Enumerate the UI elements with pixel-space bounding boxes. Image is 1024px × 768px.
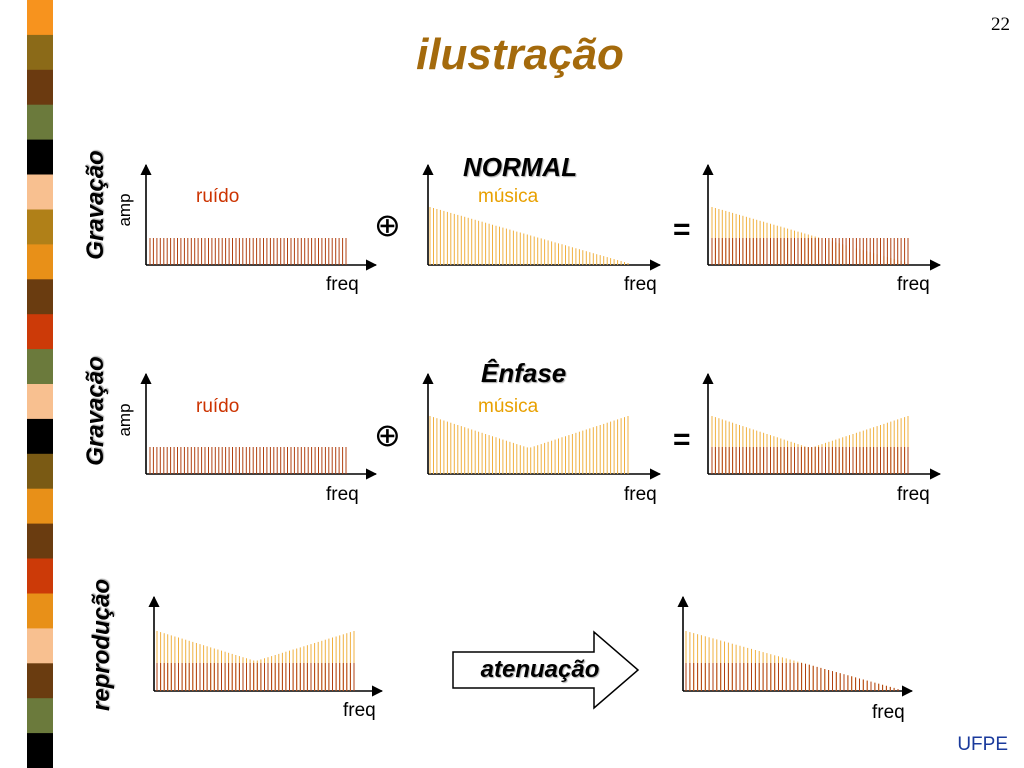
row3-freq-label-output: freq [872,702,905,723]
strip-block [27,558,53,594]
strip-block [27,733,53,768]
row2-freq-label-music: freq [624,484,657,505]
row1-freq-label-noise: freq [326,274,359,295]
strip-block [27,593,53,629]
strip-block [27,69,53,106]
row2-heading: Ênfase [481,358,567,388]
strip-block [27,523,53,559]
row1-noise-label: ruído [196,186,240,207]
row2-noise-label: ruído [196,396,240,417]
row1-music-label: música [478,186,539,207]
strip-block [27,104,53,141]
strip-block [27,453,53,490]
strip-block [27,698,53,734]
page-number: 22 [991,14,1010,35]
strip-block [27,384,53,420]
strip-block [27,418,53,455]
strip-block [27,279,53,315]
strip-block [27,314,53,350]
row2-music-label: música [478,396,539,417]
row1-side-label: Gravação [82,150,109,260]
strip-block [27,488,53,525]
row1-amp-label: amp [115,193,134,227]
row2-oplus-operator: ⊕ [374,417,401,453]
strip-block [27,34,53,71]
decorative-side-strip [0,0,53,768]
row2-freq-label-sum: freq [897,484,930,505]
strip-block [27,663,53,699]
row1-heading: NORMAL [463,152,578,182]
atenuacao-arrow-shape [452,630,640,710]
row2-amp-label: amp [115,403,134,437]
row2-freq-label-noise: freq [326,484,359,505]
row1-freq-label-sum: freq [897,274,930,295]
strip-block [27,209,53,245]
row3-freq-label-input: freq [343,700,376,721]
row1-freq-label-music: freq [624,274,657,295]
row3-side-label: reprodução [88,578,115,712]
row1-equals-sign: = [673,213,691,246]
strip-block [27,628,53,664]
row2-equals-sign: = [673,423,691,456]
strip-block [27,349,53,385]
atenuacao-label: atenuação [480,656,600,683]
slide-title: ilustração [416,30,624,79]
footer-institution: UFPE [957,734,1008,755]
row2-side-label: Gravação [82,356,109,466]
strip-block [27,0,53,36]
strip-block [27,244,53,280]
strip-block [27,139,53,175]
row1-oplus-operator: ⊕ [374,207,401,243]
strip-block [27,174,53,210]
